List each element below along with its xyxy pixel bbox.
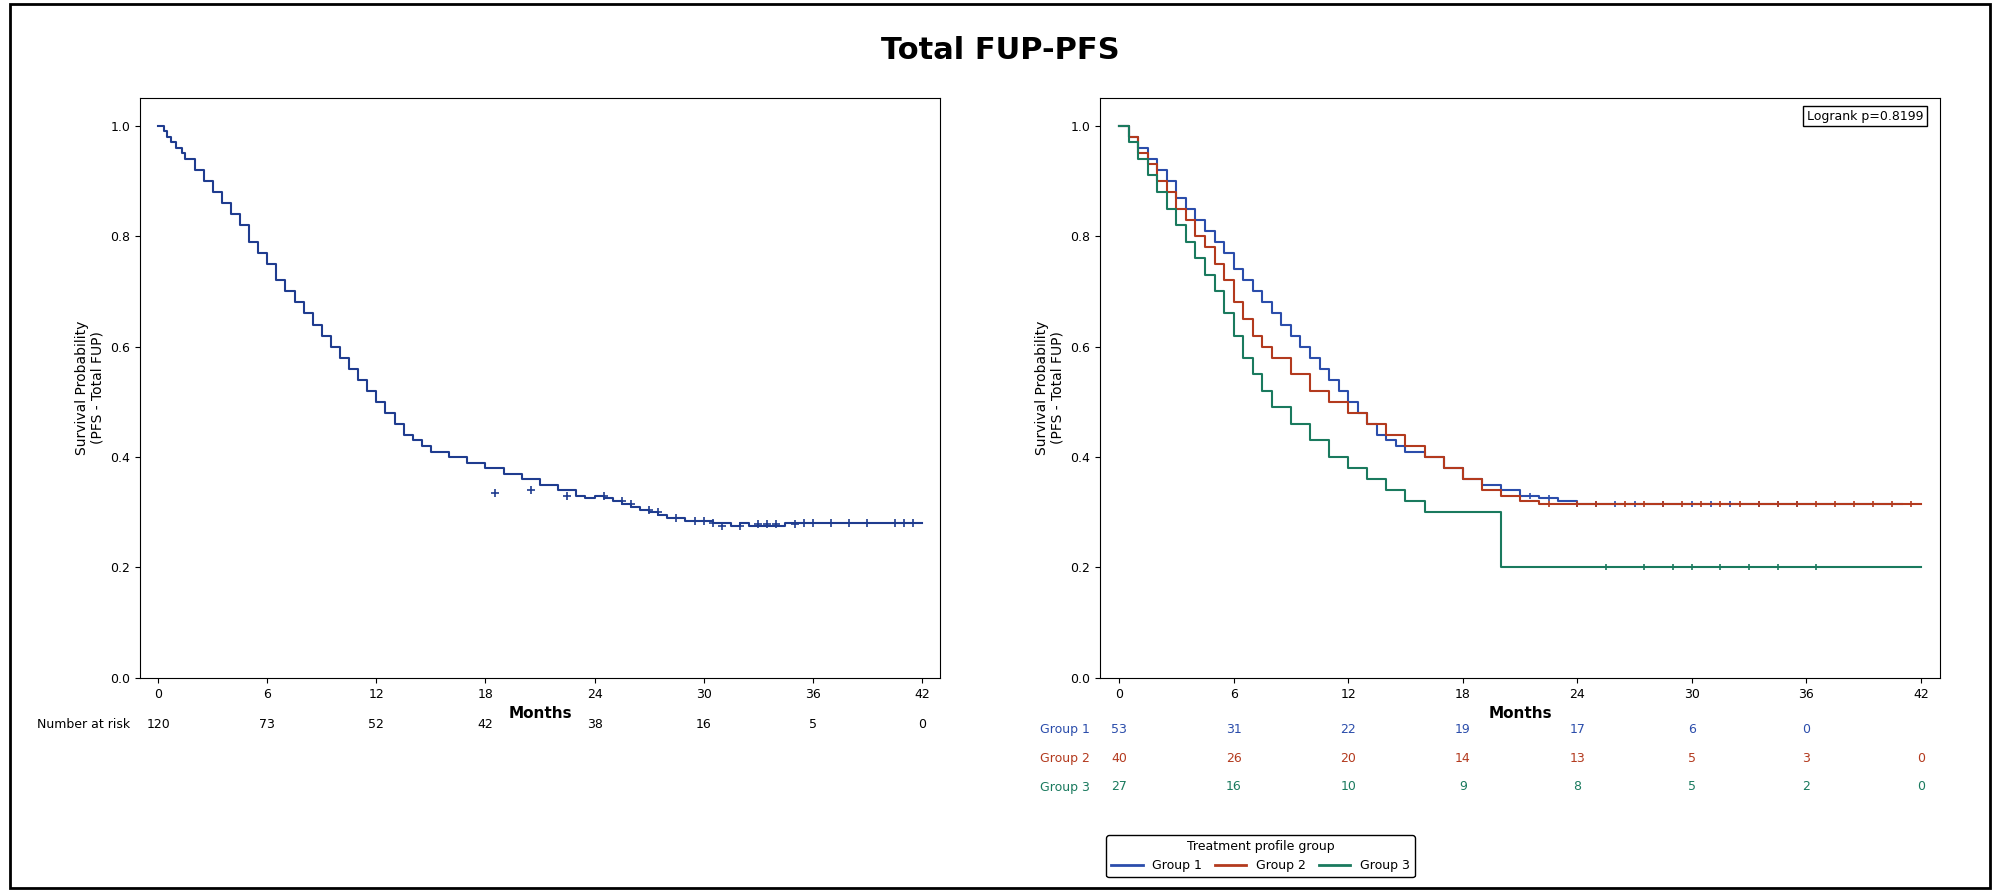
Text: 38: 38 [586,718,602,731]
Text: 0: 0 [1916,780,1924,794]
X-axis label: Months: Months [1488,706,1552,722]
Text: 40: 40 [1112,752,1128,765]
Text: 10: 10 [1340,780,1356,794]
Text: 27: 27 [1112,780,1128,794]
Text: 19: 19 [1454,723,1470,736]
Text: 5: 5 [808,718,816,731]
X-axis label: Months: Months [508,706,572,722]
Text: 2: 2 [1802,780,1810,794]
Text: 0: 0 [1802,723,1810,736]
Text: 42: 42 [478,718,494,731]
Text: Group 2: Group 2 [1040,752,1090,765]
Text: 53: 53 [1112,723,1128,736]
Y-axis label: Survival Probability
(PFS - Total FUP): Survival Probability (PFS - Total FUP) [74,321,104,455]
Text: 9: 9 [1458,780,1466,794]
Text: 0: 0 [918,718,926,731]
Text: 17: 17 [1570,723,1586,736]
Text: 26: 26 [1226,752,1242,765]
Text: 20: 20 [1340,752,1356,765]
Text: 31: 31 [1226,723,1242,736]
Text: 0: 0 [1916,752,1924,765]
Legend: Group 1, Group 2, Group 3: Group 1, Group 2, Group 3 [1106,835,1414,878]
Text: 16: 16 [1226,780,1242,794]
Text: 52: 52 [368,718,384,731]
Text: Group 3: Group 3 [1040,780,1090,794]
Text: Group 1: Group 1 [1040,723,1090,736]
Text: 16: 16 [696,718,712,731]
Text: 120: 120 [146,718,170,731]
Y-axis label: Survival Probability
(PFS - Total FUP): Survival Probability (PFS - Total FUP) [1034,321,1064,455]
Text: 13: 13 [1570,752,1586,765]
Text: 14: 14 [1454,752,1470,765]
Text: 6: 6 [1688,723,1696,736]
Text: 5: 5 [1688,752,1696,765]
Text: 3: 3 [1802,752,1810,765]
Text: 8: 8 [1574,780,1582,794]
Text: Number at risk: Number at risk [36,718,130,731]
Text: Total FUP-PFS: Total FUP-PFS [880,36,1120,65]
Text: 22: 22 [1340,723,1356,736]
Text: 5: 5 [1688,780,1696,794]
Text: Logrank p=0.8199: Logrank p=0.8199 [1806,110,1924,123]
Text: 73: 73 [260,718,276,731]
